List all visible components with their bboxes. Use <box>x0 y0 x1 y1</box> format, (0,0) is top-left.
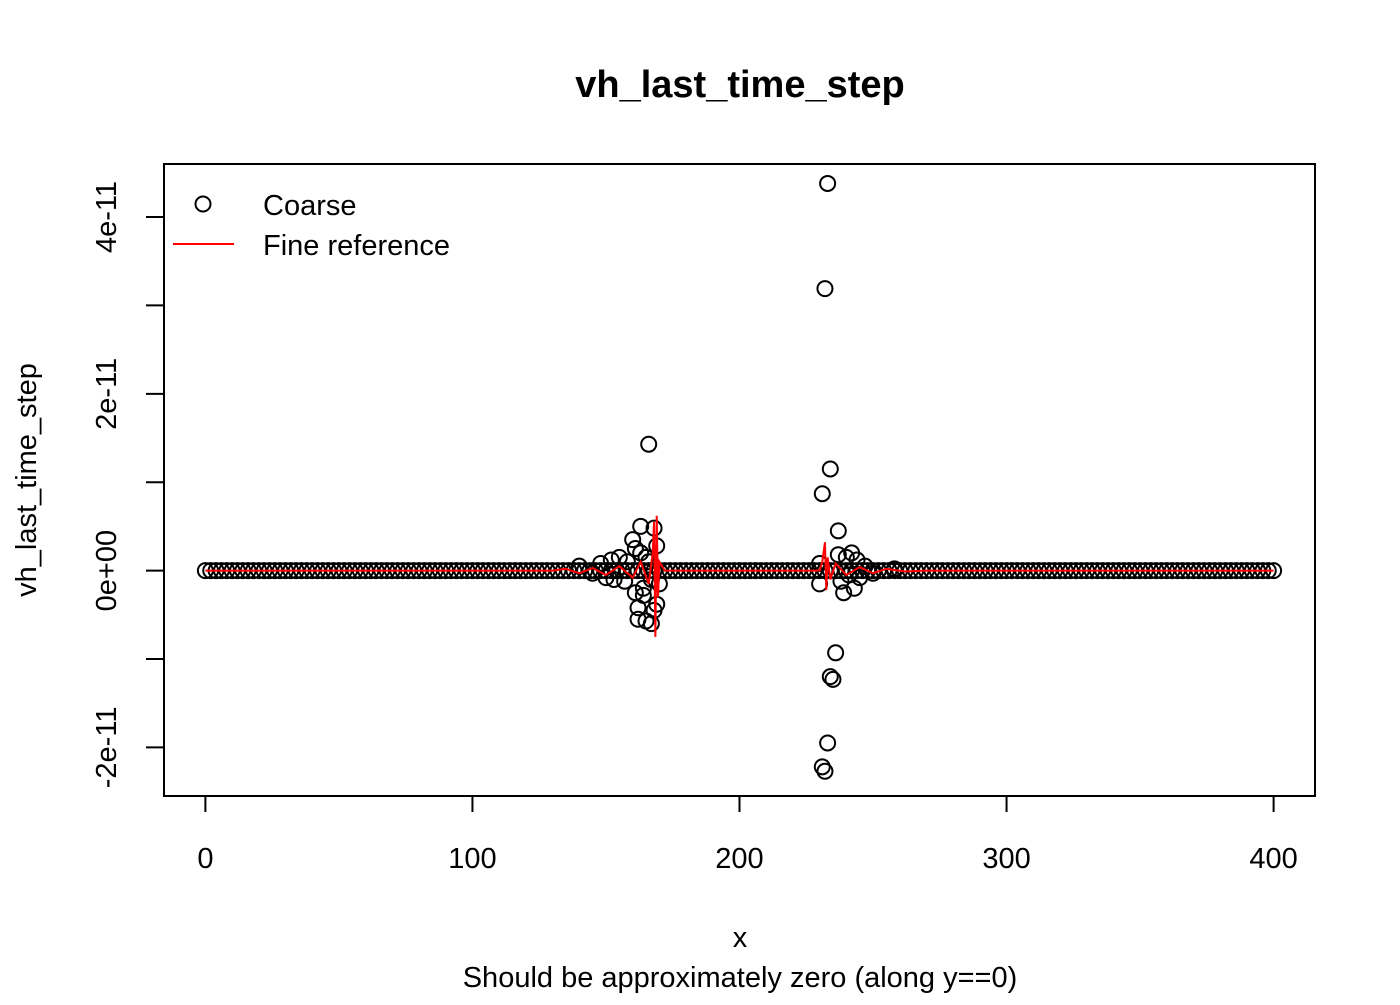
x-tick-label: 100 <box>448 843 496 875</box>
coarse-point <box>616 572 634 590</box>
y-tick-label: 0e+00 <box>91 530 123 611</box>
coarse-point <box>827 644 845 662</box>
coarse-point <box>816 762 834 780</box>
coarse-point <box>837 548 855 566</box>
coarse-point <box>848 562 866 580</box>
coarse-point <box>835 584 853 602</box>
y-tick-label: 2e-11 <box>91 358 123 430</box>
coarse-point <box>576 562 594 580</box>
coarse-point <box>634 586 652 604</box>
coarse-point <box>821 668 839 686</box>
coarse-point <box>829 546 847 564</box>
y-tick-label: -2e-11 <box>91 707 123 789</box>
legend: Coarse Fine reference <box>173 190 450 262</box>
coarse-point <box>829 522 847 540</box>
coarse-point <box>610 548 628 566</box>
coarse-point <box>618 562 636 580</box>
x-tick-label: 300 <box>982 843 1030 875</box>
coarse-point <box>597 569 615 587</box>
coarse-point <box>592 555 610 573</box>
coarse-point <box>819 734 837 752</box>
coarse-point <box>624 531 642 549</box>
x-tick-label: 0 <box>197 843 213 875</box>
coarse-point <box>845 579 863 597</box>
legend-coarse-label: Coarse <box>263 190 357 222</box>
coarse-point <box>640 435 658 453</box>
coarse-point <box>816 280 834 298</box>
coarse-point <box>864 564 882 582</box>
coarse-point <box>824 670 842 688</box>
coarse-point <box>560 562 578 580</box>
coarse-point <box>618 553 636 571</box>
x-axis-label: x <box>733 922 748 954</box>
y-axis-label: vh_last_time_step <box>11 363 43 597</box>
coarse-point <box>813 485 831 503</box>
x-axis: 0 100 200 300 400 <box>197 795 1298 875</box>
x-tick-label: 400 <box>1249 843 1297 875</box>
chart-subtitle: Should be approximately zero (along y==0… <box>463 962 1018 994</box>
coarse-point <box>821 460 839 478</box>
coarse-point <box>875 562 893 580</box>
legend-coarse-marker <box>194 195 212 213</box>
coarse-point <box>602 551 620 569</box>
y-axis: -2e-11 0e+00 2e-11 4e-11 <box>91 181 165 789</box>
coarse-point <box>632 517 650 535</box>
coarse-point <box>605 570 623 588</box>
fine-reference-line <box>205 515 1274 637</box>
coarse-point <box>642 615 660 633</box>
coarse-point <box>626 540 644 558</box>
plot-area <box>196 174 1283 780</box>
chart-title: vh_last_time_step <box>575 64 905 106</box>
coarse-point <box>565 562 583 580</box>
y-tick-label: 4e-11 <box>91 181 123 253</box>
coarse-point <box>629 562 647 580</box>
x-tick-label: 200 <box>715 843 763 875</box>
coarse-point <box>819 174 837 192</box>
legend-fine-label: Fine reference <box>263 230 450 262</box>
